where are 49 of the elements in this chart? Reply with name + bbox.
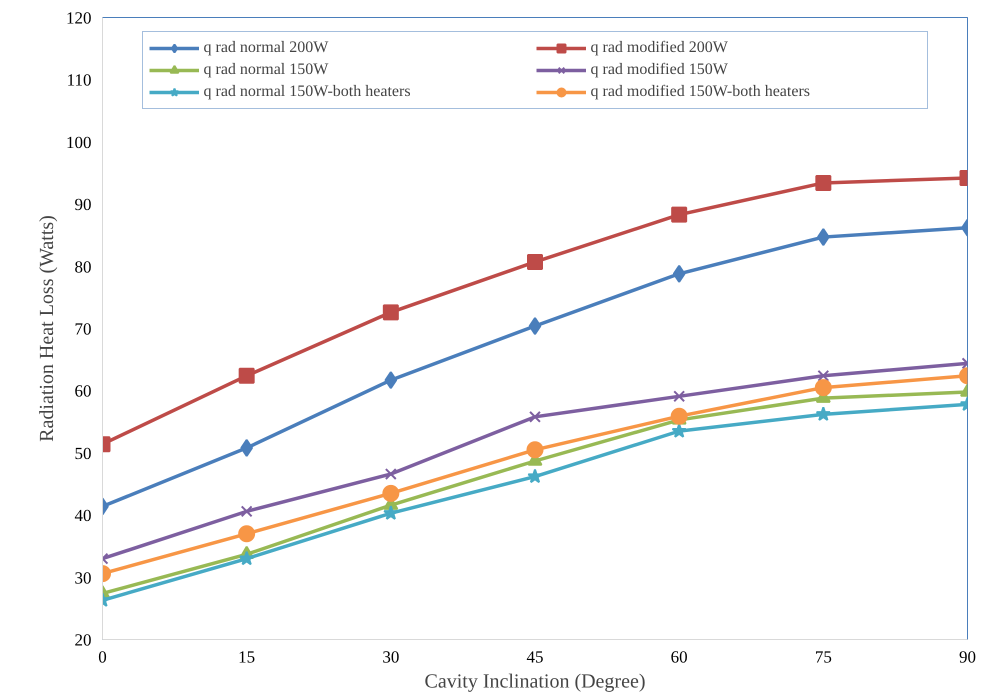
legend-label: q rad modified 150W-both heaters bbox=[590, 83, 811, 101]
point bbox=[527, 254, 543, 270]
legend-label: q rad modified 150W bbox=[590, 61, 729, 79]
y-tick-label: 70 bbox=[74, 320, 92, 338]
y-tick-label: 120 bbox=[66, 8, 92, 28]
x-tick-label: 60 bbox=[670, 648, 688, 666]
point bbox=[671, 206, 688, 223]
point bbox=[528, 317, 542, 336]
y-tick-label: 40 bbox=[74, 506, 92, 526]
point bbox=[817, 370, 830, 382]
y-tick-label: 100 bbox=[66, 132, 92, 152]
point bbox=[529, 410, 541, 423]
y-tick-label: 90 bbox=[74, 195, 92, 214]
y-tick-label: 30 bbox=[74, 568, 92, 588]
point bbox=[240, 505, 253, 518]
point bbox=[238, 368, 255, 384]
x-tick-label: 75 bbox=[814, 648, 832, 666]
point bbox=[817, 228, 830, 246]
y-tick-label: 110 bbox=[66, 70, 92, 90]
point bbox=[672, 423, 687, 438]
legend-label: q rad normal 150W-both heaters bbox=[204, 83, 412, 101]
point bbox=[384, 371, 398, 390]
x-tick-label: 30 bbox=[382, 648, 400, 666]
y-tick-label: 80 bbox=[74, 257, 92, 276]
x-axis-title: Cavity Inclination (Degree) bbox=[424, 670, 646, 692]
point bbox=[673, 390, 686, 402]
point bbox=[382, 304, 399, 320]
point bbox=[670, 408, 688, 425]
point bbox=[238, 525, 256, 542]
point bbox=[816, 406, 831, 421]
x-tick-label: 90 bbox=[959, 648, 976, 666]
point bbox=[384, 468, 397, 480]
x-tick-label: 45 bbox=[526, 648, 544, 666]
y-tick-label: 20 bbox=[74, 630, 92, 650]
point bbox=[815, 174, 832, 191]
legend-label: q rad modified 200W bbox=[590, 39, 729, 57]
point bbox=[383, 505, 398, 520]
point bbox=[240, 438, 253, 457]
point bbox=[382, 484, 400, 502]
legend-label: q rad normal 200W bbox=[204, 39, 330, 57]
y-axis-title: Radiation Heat Loss (Watts) bbox=[36, 215, 58, 442]
point bbox=[526, 441, 544, 458]
y-tick-label: 60 bbox=[74, 382, 92, 401]
x-tick-label: 0 bbox=[98, 648, 107, 666]
y-tick-label: 50 bbox=[74, 444, 92, 463]
point bbox=[672, 264, 686, 283]
legend-label: q rad normal 150W bbox=[204, 61, 330, 79]
x-tick-label: 15 bbox=[238, 648, 256, 666]
point bbox=[814, 379, 832, 396]
